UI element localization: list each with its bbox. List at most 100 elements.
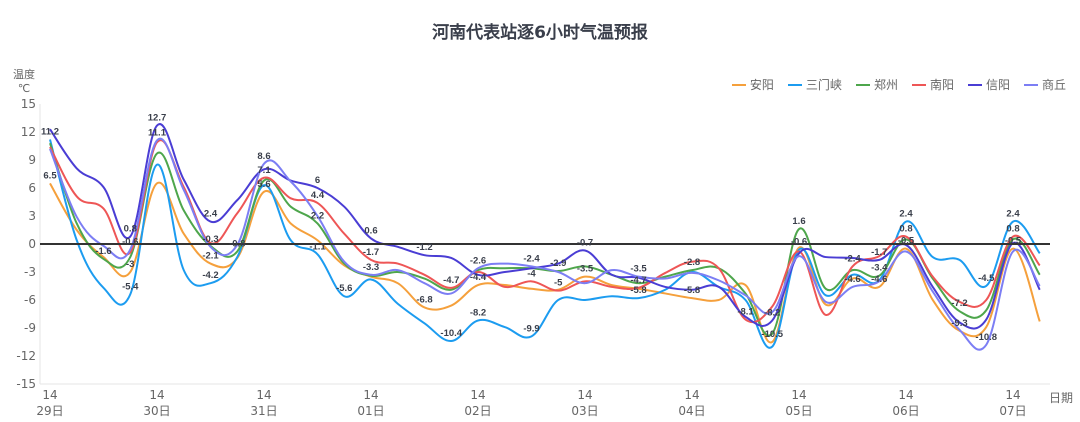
y-tick-label: 3 (28, 209, 36, 223)
legend-label: 三门峡 (805, 78, 842, 92)
y-tick-label: -6 (24, 293, 36, 307)
series-line-三门峡[interactable] (49, 139, 1041, 349)
data-label: -3.4 (871, 263, 888, 274)
data-label: 8.6 (257, 151, 270, 162)
y-tick-label: -9 (24, 321, 36, 335)
data-label: -1.2 (416, 242, 432, 253)
legend-line-icon (911, 83, 926, 86)
x-tick-date: 05日 (785, 404, 812, 418)
data-label: -4.2 (202, 270, 218, 281)
x-tick-date: 04日 (678, 404, 705, 418)
data-label: -1.1 (309, 241, 326, 252)
y-tick-label: 12 (21, 125, 36, 139)
data-label: -0.5 (1005, 236, 1022, 247)
data-label: 0.6 (364, 225, 377, 236)
y-tick-label: -12 (16, 349, 36, 363)
data-label: 1.6 (792, 216, 805, 227)
legend-line-icon (731, 83, 746, 86)
legend-label: 郑州 (873, 78, 898, 92)
data-label: -9.3 (951, 318, 967, 329)
data-label: -4.5 (978, 273, 995, 284)
legend-label: 安阳 (749, 78, 774, 92)
data-label: 11.1 (148, 127, 167, 138)
legend: 安阳 三门峡 郑州 南阳 信阳 商丘 (718, 76, 1066, 93)
legend-item-sanmenxia[interactable]: 三门峡 (787, 76, 842, 93)
data-label: -4.6 (844, 274, 860, 285)
data-label: -8.1 (737, 307, 754, 318)
legend-line-icon (855, 83, 870, 86)
legend-line-icon (967, 83, 982, 86)
x-axis-name: 日期 (1049, 391, 1073, 405)
data-label: -3.3 (363, 262, 379, 273)
x-tick-hour: 14 (256, 388, 271, 402)
data-label: 6 (315, 175, 320, 186)
data-label: -4.4 (470, 272, 487, 283)
x-tick-date: 30日 (143, 404, 170, 418)
legend-label: 信阳 (985, 78, 1010, 92)
legend-label: 商丘 (1041, 78, 1066, 92)
x-tick-hour: 14 (898, 388, 913, 402)
y-tick-label: -3 (24, 265, 36, 279)
data-label: 2.4 (1006, 209, 1020, 220)
data-label: -0.5 (898, 236, 915, 247)
data-label: -1.7 (363, 247, 379, 258)
data-label: 6.5 (43, 170, 57, 181)
series-line-商丘[interactable] (49, 137, 1041, 351)
x-tick-date: 03日 (571, 404, 598, 418)
data-label: -4.7 (443, 275, 459, 286)
data-label: -2.6 (470, 255, 486, 266)
x-tick-hour: 14 (684, 388, 699, 402)
data-label: -9.9 (523, 323, 539, 334)
data-label: -10.4 (440, 328, 462, 339)
y-tick-label: 15 (21, 97, 36, 111)
data-label: -0.7 (577, 238, 593, 249)
y-tick-label: 6 (28, 181, 36, 195)
data-label: -8.2 (764, 308, 780, 319)
legend-item-nanyang[interactable]: 南阳 (911, 76, 954, 93)
data-label: -5.6 (336, 283, 352, 294)
series-line-信阳[interactable] (49, 123, 1041, 330)
data-label: -0.8 (229, 238, 245, 249)
data-label: -4.6 (871, 274, 887, 285)
y-tick-label: -15 (16, 377, 36, 391)
data-label: -1.6 (95, 246, 111, 257)
data-label: 0.8 (899, 224, 912, 235)
data-label: -3.5 (577, 264, 594, 275)
data-label: -1.7 (871, 247, 887, 258)
data-label: -10.8 (975, 332, 997, 343)
data-label: 4.4 (311, 190, 325, 201)
legend-line-icon (787, 83, 802, 86)
data-label: -8.2 (470, 308, 486, 319)
data-label: 2.4 (899, 209, 913, 220)
data-label: -2.4 (844, 253, 861, 264)
data-label: -3 (126, 259, 134, 270)
data-label: 11.2 (41, 127, 59, 138)
data-label: 7.1 (257, 165, 271, 176)
y-axis-name-label: 温度 (13, 68, 35, 81)
legend-item-anyang[interactable]: 安阳 (731, 76, 774, 93)
x-tick-date: 07日 (999, 404, 1026, 418)
x-tick-date: 29日 (36, 404, 63, 418)
x-tick-hour: 14 (470, 388, 485, 402)
x-tick-hour: 14 (149, 388, 164, 402)
data-label: -5.4 (122, 281, 139, 292)
y-axis-name: 温度 ℃ (10, 68, 38, 96)
series-line-南阳[interactable] (49, 139, 1041, 324)
data-label: -2.4 (523, 253, 540, 264)
data-label: -5.8 (630, 285, 646, 296)
x-tick-date: 06日 (892, 404, 919, 418)
y-tick-label: 9 (28, 153, 36, 167)
legend-item-zhengzhou[interactable]: 郑州 (855, 76, 898, 93)
data-label: -2.8 (684, 257, 700, 268)
legend-item-shangqiu[interactable]: 商丘 (1023, 76, 1066, 93)
data-label: -6.8 (416, 294, 432, 305)
legend-item-xinyang[interactable]: 信阳 (967, 76, 1010, 93)
series-line-郑州[interactable] (49, 142, 1041, 337)
legend-line-icon (1023, 83, 1038, 86)
data-label: -2.9 (550, 258, 566, 269)
data-label: -0.3 (202, 234, 218, 245)
data-label: -5 (554, 278, 563, 289)
data-label: 2.4 (204, 209, 218, 220)
chart-title: 河南代表站逐6小时气温预报 (432, 23, 648, 43)
